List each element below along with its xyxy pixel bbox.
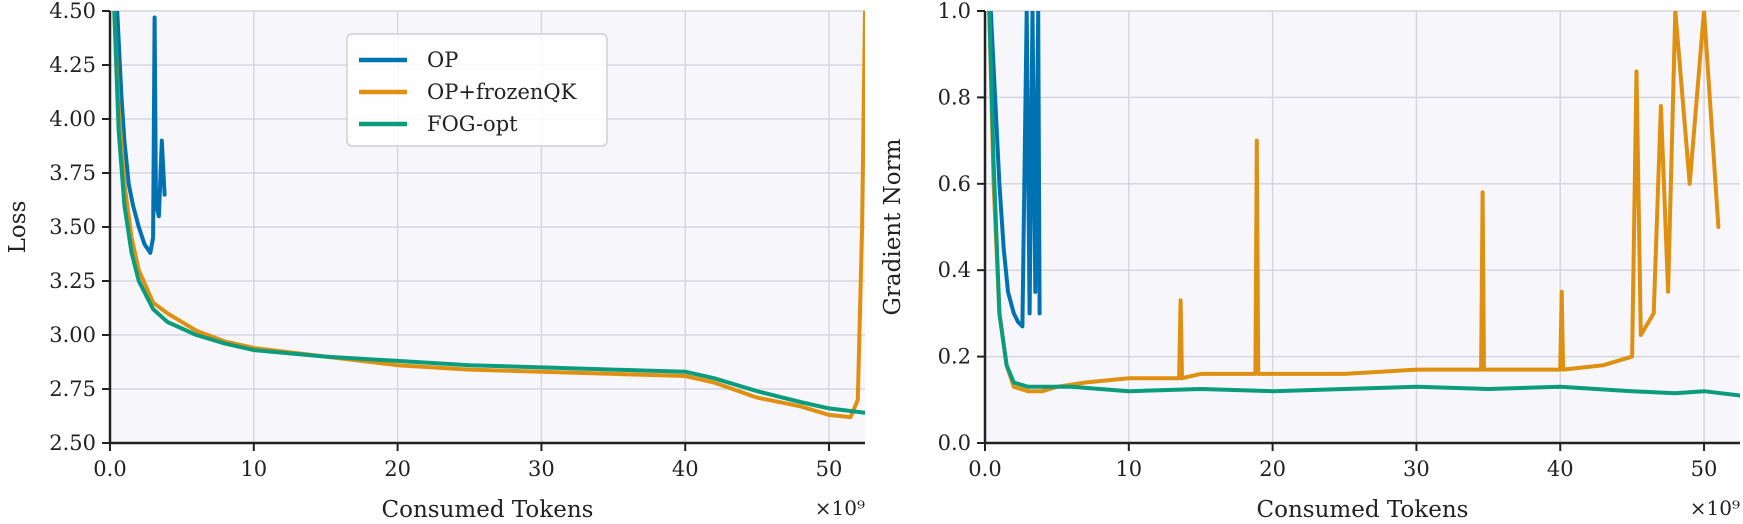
y-tick-label: 0.6 bbox=[938, 172, 971, 196]
y-tick-label: 3.50 bbox=[49, 215, 96, 239]
series-line-op-frozenqk bbox=[987, 11, 1721, 394]
series-line-op bbox=[988, 11, 1042, 329]
legend-label: OP+frozenQK bbox=[427, 80, 577, 104]
x-tick-label: 40 bbox=[1547, 457, 1574, 481]
x-tick-label: 20 bbox=[384, 457, 411, 481]
y-tick-label: 0.8 bbox=[938, 85, 971, 109]
x-axis-title: Consumed Tokens bbox=[382, 497, 594, 523]
x-tick-label: 20 bbox=[1259, 457, 1286, 481]
y-tick-label: 2.75 bbox=[49, 377, 96, 401]
series-group bbox=[112, 11, 865, 420]
series-line-op-frozenqk bbox=[112, 11, 865, 420]
y-tick-label: 4.00 bbox=[49, 107, 96, 131]
y-tick-label: 0.4 bbox=[938, 258, 971, 282]
x-tick-label: 50 bbox=[1691, 457, 1718, 481]
y-tick-label: 1.0 bbox=[938, 0, 971, 23]
x-tick-label: 30 bbox=[528, 457, 555, 481]
x-tick-label: 10 bbox=[1115, 457, 1142, 481]
y-tick-label: 4.25 bbox=[49, 53, 96, 77]
chart-panel-2: 0.0 10 20 30 40 50 0.0 0.2 0.4 0.6 0.8 1.0 Consumed … bbox=[880, 0, 1740, 523]
y-tick-label: 3.00 bbox=[49, 323, 96, 347]
x-tick-label: 30 bbox=[1403, 457, 1430, 481]
x-axis-multiplier: ×10⁹ bbox=[815, 496, 865, 520]
chart-panel-1: 0.0 10 20 30 40 50 2.50 2.75 3.00 3.25 3.50 3.75 4.0… bbox=[5, 0, 865, 523]
series-line-op bbox=[115, 11, 167, 255]
x-axis-multiplier: ×10⁹ bbox=[1690, 496, 1740, 520]
y-tick-label: 2.50 bbox=[49, 431, 96, 455]
y-tick-label: 0.2 bbox=[938, 345, 971, 369]
legend-label: FOG-opt bbox=[427, 112, 518, 136]
y-axis-title: Gradient Norm bbox=[880, 138, 906, 315]
series-line-fog-opt bbox=[987, 11, 1740, 398]
y-tick-label: 3.75 bbox=[49, 161, 96, 185]
x-axis-title: Consumed Tokens bbox=[1257, 497, 1469, 523]
legend: OP OP+frozenQK FOG-opt bbox=[346, 33, 608, 147]
x-tick-label: 40 bbox=[672, 457, 699, 481]
x-tick-label: 0.0 bbox=[93, 457, 126, 481]
x-tick-label: 50 bbox=[816, 457, 843, 481]
legend-box bbox=[346, 33, 608, 147]
series-group bbox=[987, 11, 1740, 398]
y-tick-label: 3.25 bbox=[49, 269, 96, 293]
x-tick-label: 10 bbox=[240, 457, 267, 481]
y-tick-label: 4.50 bbox=[49, 0, 96, 23]
x-tick-label: 0.0 bbox=[968, 457, 1001, 481]
legend-label: OP bbox=[427, 48, 458, 72]
y-axis-title: Loss bbox=[5, 201, 31, 254]
y-tick-label: 0.0 bbox=[938, 431, 971, 455]
series-line-fog-opt bbox=[112, 11, 865, 415]
plot-area bbox=[985, 11, 1740, 443]
